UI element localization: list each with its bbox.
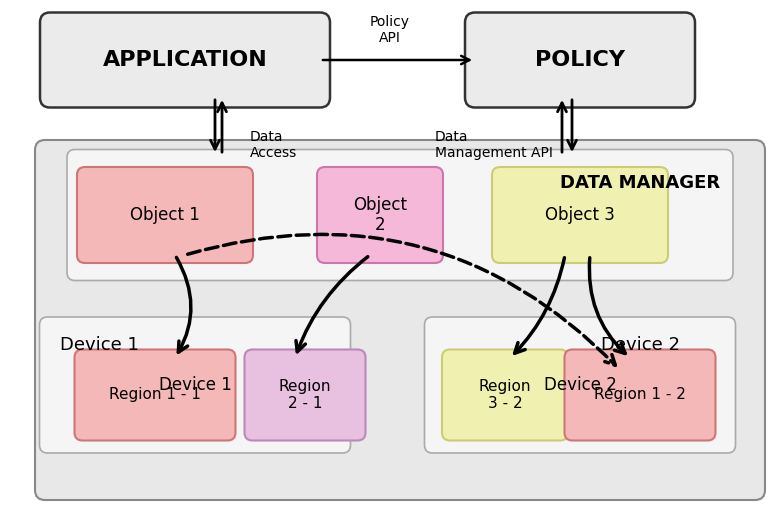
Text: Object 1: Object 1 [130, 206, 200, 224]
Text: Region 1 - 2: Region 1 - 2 [594, 388, 686, 402]
FancyBboxPatch shape [67, 150, 733, 281]
Text: Device 1: Device 1 [158, 376, 231, 394]
FancyBboxPatch shape [492, 167, 668, 263]
Text: Device 2: Device 2 [543, 376, 616, 394]
FancyBboxPatch shape [77, 167, 253, 263]
Text: Region
3 - 2: Region 3 - 2 [479, 379, 532, 411]
Text: POLICY: POLICY [535, 50, 625, 70]
Text: Region
2 - 1: Region 2 - 1 [279, 379, 331, 411]
FancyBboxPatch shape [465, 12, 695, 107]
FancyBboxPatch shape [244, 349, 365, 441]
FancyBboxPatch shape [424, 317, 736, 453]
FancyBboxPatch shape [74, 349, 235, 441]
FancyBboxPatch shape [317, 167, 443, 263]
Text: DATA MANAGER: DATA MANAGER [559, 174, 720, 192]
FancyBboxPatch shape [40, 317, 351, 453]
Text: Data
Management API: Data Management API [435, 130, 553, 160]
FancyBboxPatch shape [35, 140, 765, 500]
Text: Policy
API: Policy API [370, 15, 410, 45]
FancyBboxPatch shape [442, 349, 568, 441]
Text: Device 2: Device 2 [601, 336, 680, 354]
FancyBboxPatch shape [40, 12, 330, 107]
FancyBboxPatch shape [564, 349, 715, 441]
Text: Object
2: Object 2 [353, 196, 407, 234]
Text: Data
Access: Data Access [250, 130, 297, 160]
Text: Region 1 - 1: Region 1 - 1 [109, 388, 201, 402]
Text: APPLICATION: APPLICATION [102, 50, 268, 70]
Text: Object 3: Object 3 [545, 206, 615, 224]
Text: Device 1: Device 1 [60, 336, 139, 354]
